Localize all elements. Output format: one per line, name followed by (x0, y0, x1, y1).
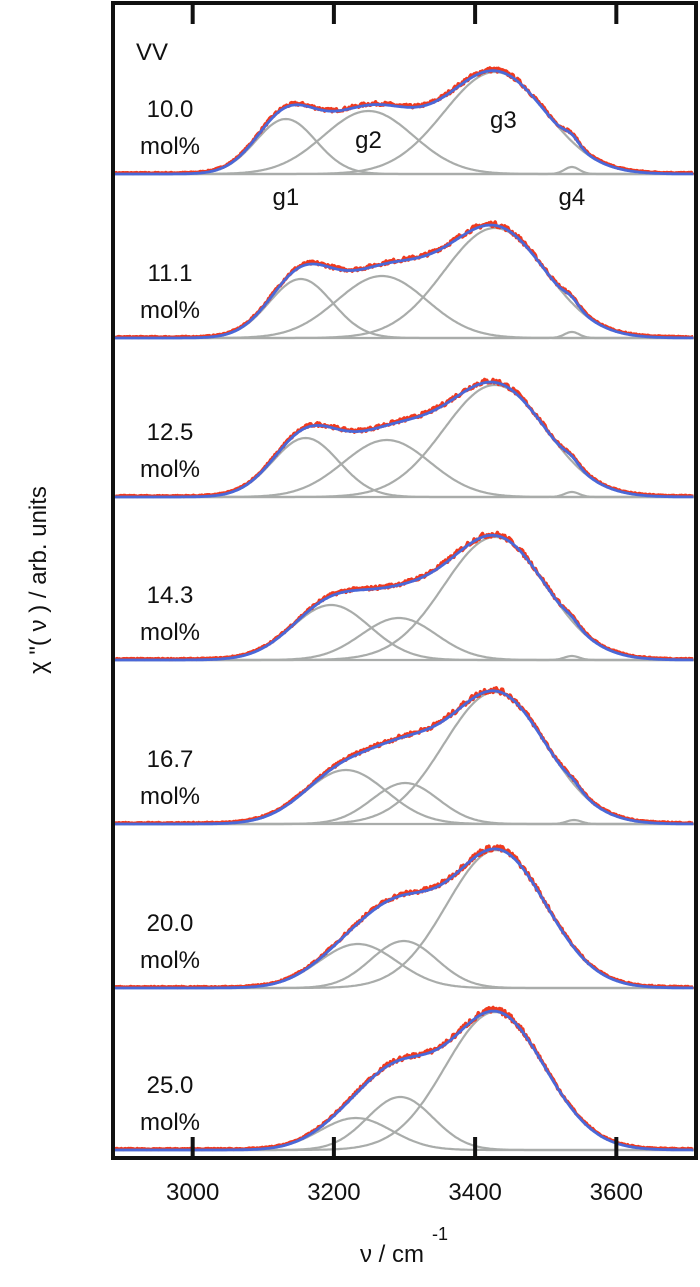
component-label-g4: g4 (558, 184, 585, 211)
unit-label: mol% (140, 133, 200, 160)
data-series-12.5 (114, 377, 694, 499)
x-tick-label: 3400 (448, 1179, 501, 1206)
unit-label: mol% (140, 297, 200, 324)
data-series-10.0 (113, 66, 695, 176)
concentration-label: 25.0 (147, 1072, 194, 1099)
data-series-11.1 (114, 220, 694, 340)
x-axis-label: ν / cm -1 (360, 1224, 448, 1268)
component-g3 (115, 383, 694, 499)
component-g1 (115, 603, 694, 662)
fit-series-10.0 (115, 69, 694, 176)
concentration-label: 10.0 (147, 96, 194, 123)
fit-series-20.0 (115, 847, 694, 990)
fit-series-16.7 (115, 689, 694, 826)
fit-series-14.3 (115, 533, 694, 662)
fit-series-11.1 (115, 223, 694, 340)
panel-labels: 10.0 mol% 11.1 mol% 12.5 mol% 14.3 mol% 16.7 mol%… (140, 96, 585, 1136)
component-label-g1: g1 (273, 184, 300, 211)
data-series-16.7 (114, 686, 694, 826)
component-g1 (115, 942, 694, 990)
component-g2 (115, 781, 694, 826)
fit-series-12.5 (115, 380, 694, 499)
unit-label: mol% (140, 456, 200, 483)
plot-area (113, 66, 695, 1152)
y-axis-label: χ "( ν ) / arb. units (25, 486, 52, 674)
panel-25.0 (114, 1005, 694, 1152)
unit-label: mol% (140, 1109, 200, 1136)
concentration-label: 11.1 (148, 260, 193, 287)
x-tick-label: 3200 (307, 1179, 360, 1206)
polarization-label: VV (136, 39, 168, 66)
fit-series-25.0 (115, 1009, 694, 1152)
component-g3 (115, 535, 694, 662)
component-g3 (115, 70, 695, 176)
component-g3 (115, 1010, 694, 1152)
component-label-g2: g2 (355, 127, 382, 154)
concentration-label: 20.0 (147, 910, 194, 937)
concentration-label: 16.7 (147, 746, 194, 773)
component-g2 (115, 616, 694, 662)
panel-10.0 (113, 66, 695, 176)
data-series-14.3 (114, 530, 694, 662)
panel-16.7 (114, 686, 694, 826)
data-series-25.0 (114, 1005, 694, 1152)
component-label-g3: g3 (490, 107, 517, 134)
panel-14.3 (114, 530, 694, 662)
unit-label: mol% (140, 947, 200, 974)
panel-20.0 (114, 844, 695, 990)
x-axis-label-text: ν / cm (360, 1241, 424, 1268)
x-axis-ticks: 3000 3200 3400 3600 (166, 3, 643, 1206)
x-tick-label: 3000 (166, 1179, 219, 1206)
panel-11.1 (114, 220, 694, 340)
x-axis-label-superscript: -1 (432, 1224, 448, 1244)
unit-label: mol% (140, 783, 200, 810)
panel-12.5 (114, 377, 694, 499)
component-g4 (115, 165, 694, 176)
concentration-label: 14.3 (147, 582, 194, 609)
concentration-label: 12.5 (147, 419, 194, 446)
plot-frame (111, 1, 698, 1160)
unit-label: mol% (140, 619, 200, 646)
x-tick-label: 3600 (590, 1179, 643, 1206)
